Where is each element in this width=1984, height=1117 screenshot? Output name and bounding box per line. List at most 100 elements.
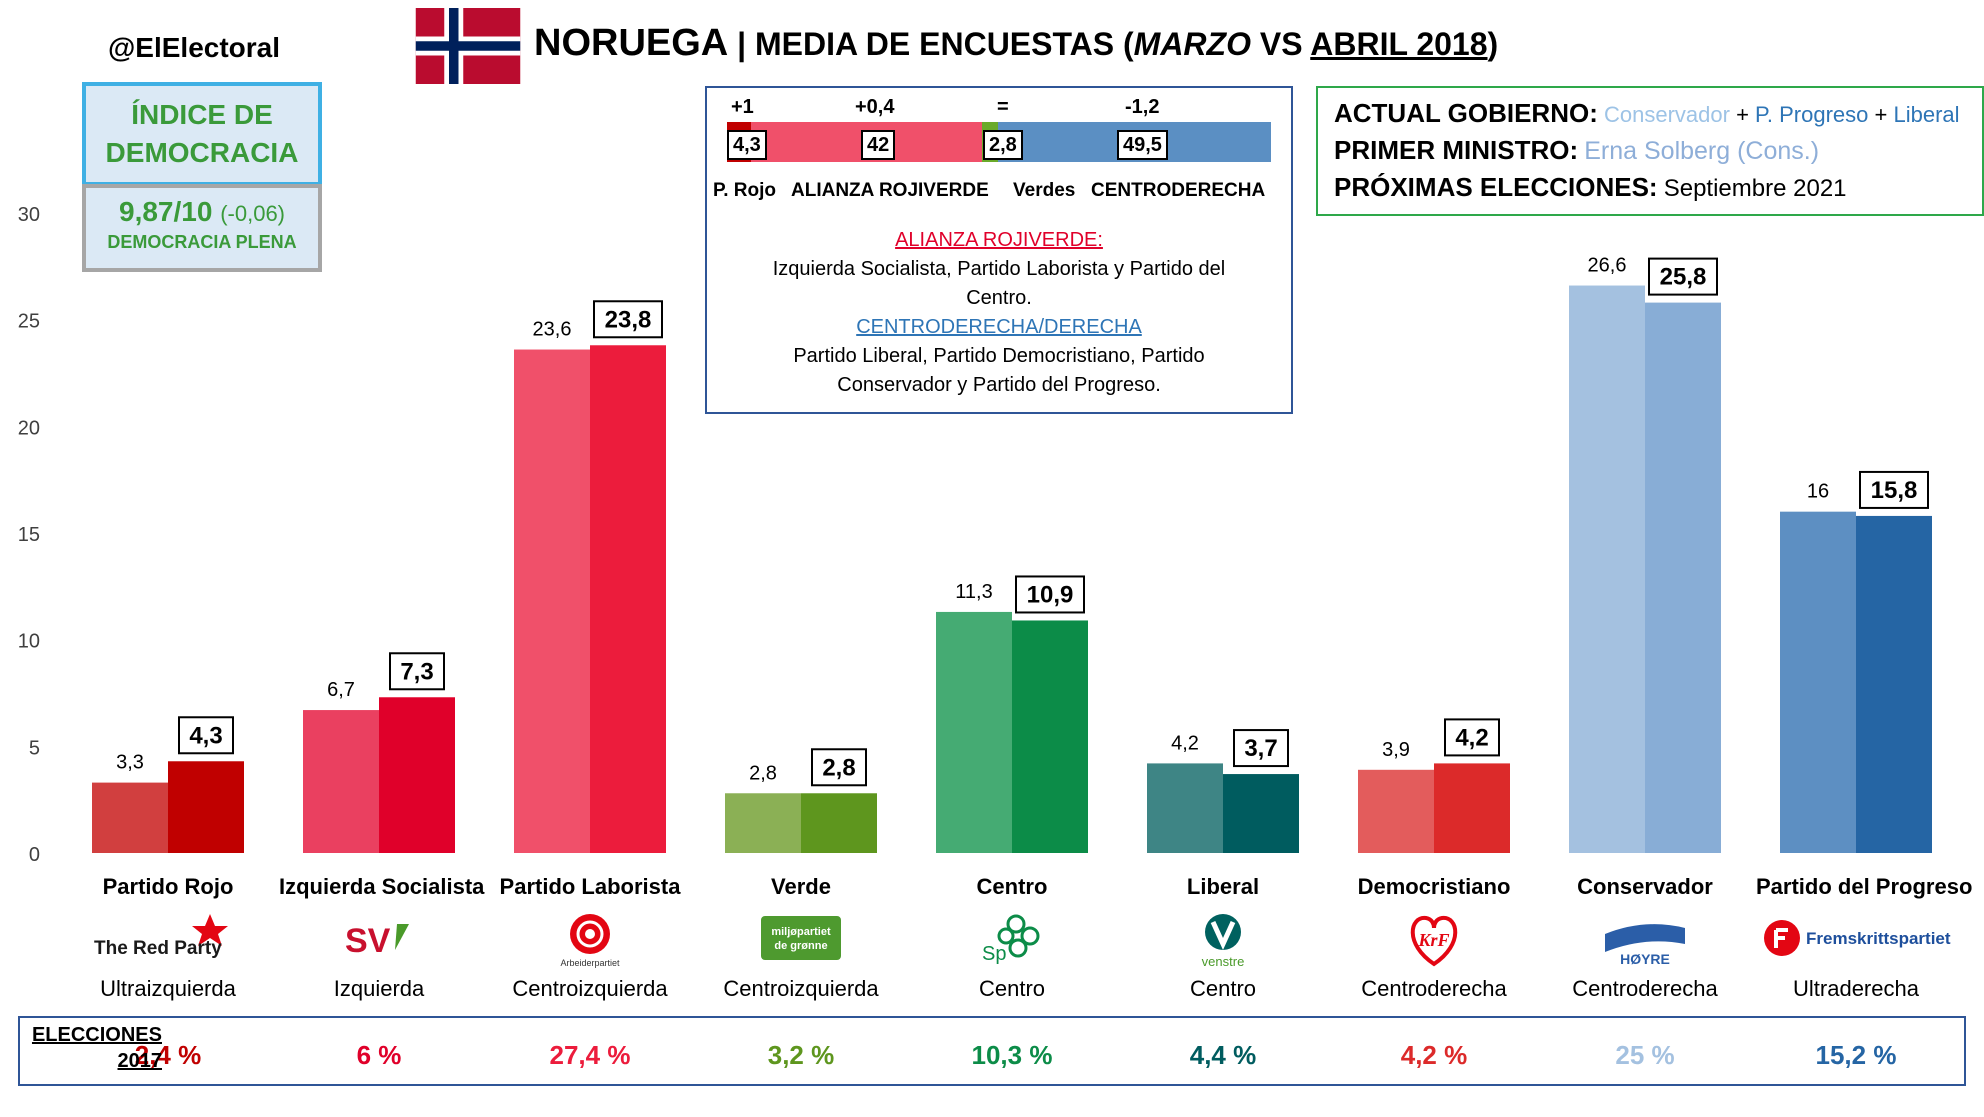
bar-march-8 bbox=[1780, 511, 1856, 853]
y-tick-label: 20 bbox=[18, 417, 40, 439]
svg-text:SV: SV bbox=[345, 922, 391, 960]
krf-logo-icon: KrF bbox=[1410, 916, 1458, 967]
government-line: ACTUAL GOBIERNO: Conservador + P. Progre… bbox=[1334, 98, 1960, 129]
data-label-box-april bbox=[811, 748, 867, 787]
party-type-2: Centroizquierda bbox=[512, 976, 668, 1001]
party-name-6: Democristiano bbox=[1357, 874, 1511, 899]
democracy-label: DEMOCRACIA PLENA bbox=[107, 232, 297, 252]
election-2017-result-5: 4,4 % bbox=[1189, 1040, 1257, 1070]
hoyre-logo: HØYRE bbox=[1565, 910, 1725, 970]
venstre-logo-icon: venstre bbox=[1202, 914, 1245, 969]
government-label: ACTUAL GOBIERNO: bbox=[1334, 98, 1598, 128]
election-2017-result-2: 27,4 % bbox=[549, 1040, 631, 1070]
data-label-april: 10,9 bbox=[1027, 581, 1074, 608]
data-label-march: 6,7 bbox=[327, 679, 355, 701]
sv-logo: SV bbox=[299, 910, 459, 970]
bar-april-6 bbox=[1434, 763, 1510, 853]
data-label-box-april bbox=[1233, 729, 1289, 768]
title-separator: | bbox=[728, 26, 755, 62]
party-name-8: Partido del Progreso bbox=[1756, 874, 1973, 899]
red-green-title: ALIANZA ROJIVERDE: bbox=[895, 229, 1103, 251]
title-main: MEDIA DE ENCUESTAS ( bbox=[754, 26, 1134, 62]
data-label-box-april bbox=[1015, 575, 1085, 614]
data-label-march: 2,8 bbox=[749, 762, 777, 784]
party-type-3: Centroizquierda bbox=[723, 976, 879, 1001]
bloc-change-red-green: +0,4 bbox=[855, 96, 895, 118]
government-box: ACTUAL GOBIERNO: Conservador + P. Progre… bbox=[1316, 86, 1984, 216]
title-month-2: ABRIL 2018 bbox=[1310, 26, 1488, 62]
election-2017-result-6: 4,2 % bbox=[1400, 1040, 1468, 1070]
party-type-7: Centroderecha bbox=[1572, 976, 1718, 1001]
twitter-handle: @ElElectoral bbox=[108, 32, 281, 63]
bloc-change-green: = bbox=[997, 96, 1009, 118]
party-name-0: Partido Rojo bbox=[102, 874, 234, 899]
data-label-april: 23,8 bbox=[605, 306, 652, 333]
title-month-1: MARZO bbox=[1133, 26, 1251, 62]
data-label-april: 2,8 bbox=[822, 754, 855, 781]
bar-april-3 bbox=[801, 793, 877, 853]
bloc-value-green: 2,8 bbox=[983, 130, 1023, 160]
data-label-march: 23,6 bbox=[533, 319, 572, 341]
bar-april-1 bbox=[379, 697, 455, 853]
red-party-logo-icon: The Red Party bbox=[94, 914, 228, 959]
democracy-index-title: ÍNDICE DE DEMOCRACIA bbox=[105, 99, 299, 168]
data-label-box-april bbox=[1859, 470, 1929, 509]
right-bloc-desc-2: Conservador y Partido del Progreso. bbox=[837, 374, 1161, 396]
data-label-march: 16 bbox=[1807, 481, 1829, 503]
title-country: NORUEGA bbox=[534, 22, 729, 64]
party-type-1: Izquierda bbox=[333, 976, 425, 1001]
data-label-box-april bbox=[593, 300, 663, 339]
data-label-march: 3,3 bbox=[116, 752, 144, 774]
data-label-box-april bbox=[1648, 257, 1718, 296]
svg-text:HØYRE: HØYRE bbox=[1620, 951, 1670, 967]
bar-march-5 bbox=[1147, 763, 1223, 853]
next-elections-label: PRÓXIMAS ELECCIONES: bbox=[1334, 172, 1658, 202]
elections-2017-box bbox=[18, 1016, 1966, 1086]
election-2017-result-4: 10,3 % bbox=[971, 1040, 1053, 1070]
party-name-2: Partido Laborista bbox=[499, 874, 681, 899]
bar-march-7 bbox=[1569, 285, 1645, 853]
svg-text:KrF: KrF bbox=[1417, 930, 1449, 950]
bloc-value-right: 49,5 bbox=[1117, 130, 1168, 160]
data-label-box-april bbox=[178, 716, 234, 755]
bloc-name-green: Verdes bbox=[1013, 180, 1076, 201]
bloc-change-red: +1 bbox=[731, 96, 754, 118]
plus-sign: + bbox=[1736, 102, 1749, 127]
democracy-score: 9,87/10 (-0,06) bbox=[86, 196, 318, 228]
svg-text:The Red Party: The Red Party bbox=[94, 938, 222, 959]
election-2017-result-3: 3,2 % bbox=[767, 1040, 835, 1070]
y-tick-label: 10 bbox=[18, 631, 40, 653]
party-name-1: Izquierda Socialista bbox=[279, 874, 485, 899]
svg-text:Sp: Sp bbox=[982, 943, 1006, 965]
red-party-logo: The Red Party bbox=[88, 910, 248, 970]
data-label-april: 4,3 bbox=[189, 722, 222, 749]
svg-text:Arbeiderpartiet: Arbeiderpartiet bbox=[560, 958, 620, 968]
frp-logo-icon: Fremskrittspartiet bbox=[1764, 920, 1951, 956]
y-tick-label: 25 bbox=[18, 311, 40, 333]
party-name-4: Centro bbox=[976, 874, 1048, 899]
party-type-5: Centro bbox=[1189, 976, 1257, 1001]
data-label-box-april bbox=[389, 652, 445, 691]
hoyre-logo-icon: HØYRE bbox=[1605, 924, 1685, 967]
prime-minister-name: Erna Solberg (Cons.) bbox=[1584, 137, 1820, 165]
svg-text:venstre: venstre bbox=[1202, 954, 1245, 969]
bloc-name-right: CENTRODERECHA bbox=[1091, 180, 1266, 201]
red-green-desc-1: Izquierda Socialista, Partido Laborista … bbox=[772, 258, 1226, 280]
svg-text:de grønne: de grønne bbox=[774, 940, 827, 952]
election-2017-result-7: 25 % bbox=[1615, 1040, 1675, 1070]
y-tick-label: 5 bbox=[29, 737, 40, 759]
election-2017-result-0: 2,4 % bbox=[134, 1040, 202, 1070]
government-party-2: P. Progreso bbox=[1755, 102, 1869, 127]
norway-flag-icon bbox=[415, 8, 521, 84]
bar-april-7 bbox=[1645, 302, 1721, 854]
red-green-desc-2: Centro. bbox=[966, 287, 1032, 309]
election-2017-result-8: 15,2 % bbox=[1815, 1040, 1897, 1070]
democracy-index-header: ÍNDICE DE DEMOCRACIA bbox=[82, 82, 322, 186]
party-name-3: Verde bbox=[771, 874, 831, 899]
bar-april-4 bbox=[1012, 620, 1088, 853]
prime-minister-line: PRIMER MINISTRO: Erna Solberg (Cons.) bbox=[1334, 135, 1819, 166]
bloc-name-red: P. Rojo bbox=[713, 180, 776, 201]
bar-march-0 bbox=[92, 782, 168, 853]
next-elections-line: PRÓXIMAS ELECCIONES: Septiembre 2021 bbox=[1334, 172, 1847, 203]
